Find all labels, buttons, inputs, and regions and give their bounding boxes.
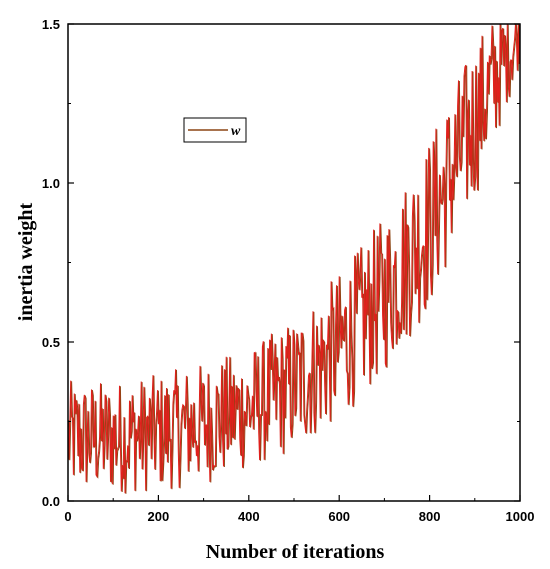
x-tick-label-2: 400 xyxy=(238,509,260,524)
series-w-line xyxy=(68,24,520,494)
series-layer xyxy=(68,24,520,494)
y-tick-label-3: 1.5 xyxy=(42,17,60,32)
y-axis-title: inertia weight xyxy=(15,203,37,322)
x-tick-label-0: 0 xyxy=(64,509,71,524)
x-axis-title: Number of iterations xyxy=(206,541,385,563)
x-axis-ticks: 0 200 400 600 800 1000 xyxy=(64,495,534,524)
legend-label-w: w xyxy=(231,124,241,139)
legend: w xyxy=(183,117,247,143)
y-tick-label-1: 0.5 xyxy=(42,335,60,350)
x-tick-label-4: 800 xyxy=(419,509,441,524)
x-tick-label-3: 600 xyxy=(328,509,350,524)
y-axis-ticks: 0.0 0.5 1.0 1.5 xyxy=(42,17,520,509)
x-tick-label-1: 200 xyxy=(148,509,170,524)
y-tick-label-0: 0.0 xyxy=(42,494,60,509)
y-tick-label-2: 1.0 xyxy=(42,176,60,191)
x-tick-label-5: 1000 xyxy=(506,509,535,524)
